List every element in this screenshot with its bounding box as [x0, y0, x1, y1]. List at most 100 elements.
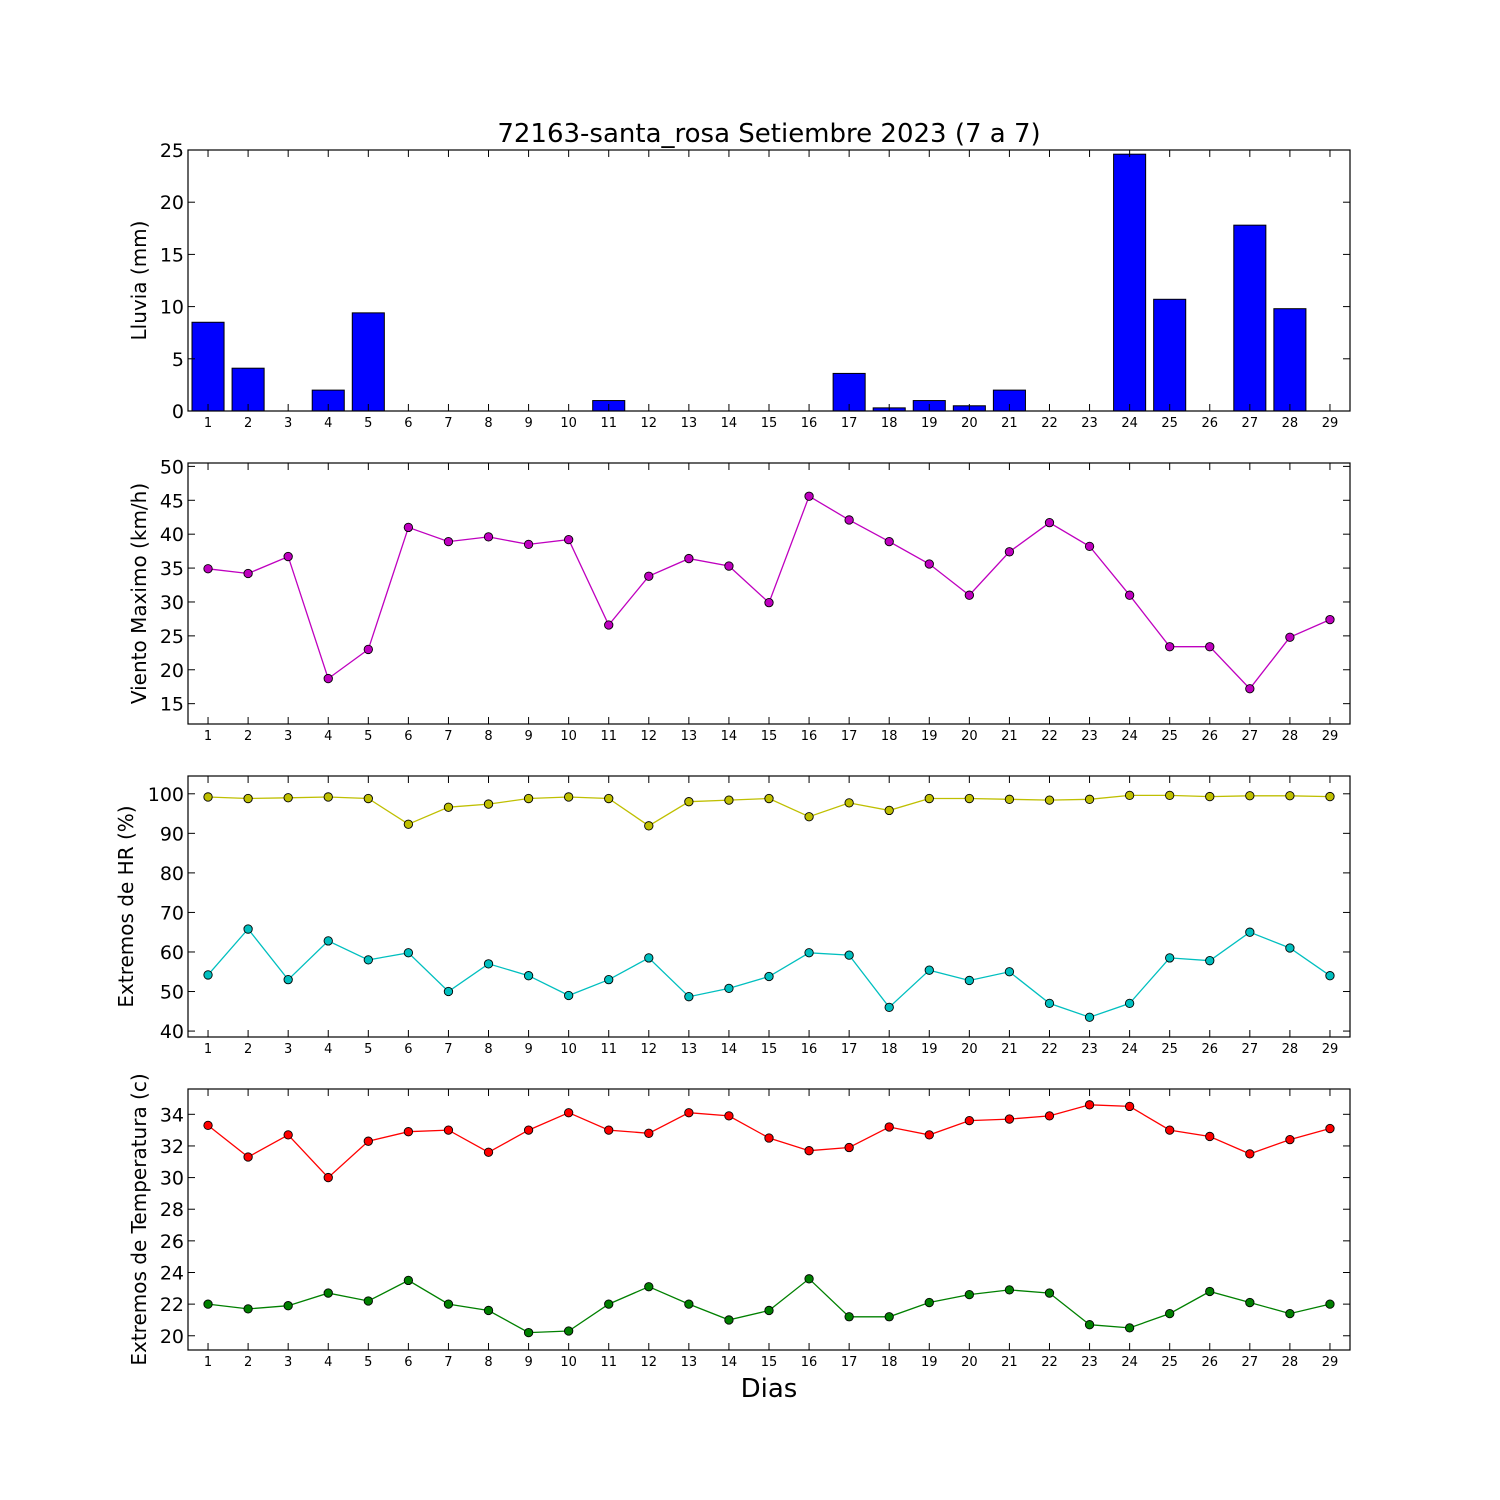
xtick-label-hr-5: 5: [364, 1042, 372, 1057]
xtick-label-rain-19: 19: [921, 416, 938, 431]
ytick-label-hr-50: 50: [160, 982, 184, 1004]
data-point-hr-0-day-17: [844, 798, 854, 808]
xtick-label-temp-24: 24: [1121, 1355, 1138, 1370]
bar-day-28: [1273, 308, 1307, 412]
data-point-wind-0-day-7: [443, 536, 454, 547]
xtick-label-temp-28: 28: [1282, 1355, 1299, 1370]
data-point-hr-0-day-5: [363, 793, 373, 804]
data-point-temp-1-day-4: [323, 1288, 333, 1298]
y-axis-label-temp: Extremos de Temperatura (c): [127, 1073, 151, 1365]
data-point-hr-1-day-20: [964, 975, 974, 986]
xtick-label-wind-26: 26: [1201, 729, 1218, 744]
xtick-label-rain-9: 9: [524, 416, 532, 431]
data-point-wind-0-day-13: [684, 553, 694, 564]
xtick-label-wind-27: 27: [1242, 729, 1259, 744]
ytick-label-temp-26: 26: [160, 1231, 184, 1253]
data-point-temp-1-day-15: [764, 1305, 774, 1316]
data-point-hr-0-day-9: [523, 793, 534, 804]
xtick-label-temp-26: 26: [1201, 1355, 1218, 1370]
data-point-hr-0-day-27: [1245, 791, 1255, 801]
data-point-hr-0-day-10: [564, 792, 574, 802]
xtick-label-hr-25: 25: [1161, 1042, 1178, 1057]
ytick-label-hr-80: 80: [160, 863, 184, 885]
xtick-label-hr-18: 18: [881, 1042, 898, 1057]
ytick-label-hr-60: 60: [160, 942, 184, 964]
data-point-temp-0-day-21: [1004, 1114, 1015, 1124]
bar-day-2: [231, 367, 265, 412]
data-point-temp-1-day-3: [283, 1301, 293, 1311]
data-point-hr-0-day-11: [604, 793, 614, 804]
data-point-hr-1-day-24: [1124, 998, 1135, 1009]
ytick-label-wind-20: 20: [160, 660, 184, 682]
data-point-hr-1-day-3: [283, 975, 293, 985]
data-point-hr-0-day-29: [1325, 791, 1335, 802]
xtick-label-rain-18: 18: [881, 416, 898, 431]
xtick-label-temp-22: 22: [1041, 1355, 1058, 1370]
data-point-hr-1-day-5: [363, 955, 373, 965]
data-point-wind-0-day-16: [804, 491, 814, 501]
xtick-label-temp-20: 20: [961, 1355, 978, 1370]
data-point-wind-0-day-29: [1325, 614, 1335, 625]
xtick-label-temp-13: 13: [681, 1355, 698, 1370]
xtick-label-temp-5: 5: [364, 1355, 372, 1370]
data-point-temp-1-day-23: [1084, 1320, 1095, 1330]
data-point-hr-1-day-7: [443, 986, 454, 997]
xtick-label-wind-6: 6: [404, 729, 412, 744]
ytick-label-wind-35: 35: [160, 558, 184, 580]
data-point-hr-0-day-3: [283, 793, 293, 803]
data-point-temp-1-day-25: [1165, 1308, 1175, 1319]
data-point-temp-1-day-20: [964, 1289, 974, 1300]
ytick-label-rain-20: 20: [160, 192, 184, 214]
data-point-temp-1-day-6: [403, 1275, 414, 1286]
xtick-label-wind-1: 1: [204, 729, 212, 744]
data-point-hr-1-day-14: [724, 983, 734, 994]
xtick-label-rain-26: 26: [1201, 416, 1218, 431]
data-point-temp-0-day-12: [644, 1128, 654, 1138]
data-point-temp-0-day-17: [844, 1142, 854, 1153]
xtick-label-temp-10: 10: [560, 1355, 577, 1370]
bar-day-1: [191, 321, 225, 412]
xtick-label-hr-20: 20: [961, 1042, 978, 1057]
x-axis-label: Dias: [741, 1374, 798, 1404]
xtick-label-wind-5: 5: [364, 729, 372, 744]
xtick-label-wind-28: 28: [1282, 729, 1299, 744]
xtick-label-rain-6: 6: [404, 416, 412, 431]
data-point-temp-0-day-27: [1245, 1149, 1255, 1159]
data-point-temp-0-day-29: [1325, 1123, 1335, 1134]
xtick-label-rain-17: 17: [841, 416, 858, 431]
xtick-label-rain-5: 5: [364, 416, 372, 431]
xtick-label-rain-1: 1: [204, 416, 212, 431]
xtick-label-wind-23: 23: [1081, 729, 1098, 744]
data-point-temp-1-day-17: [844, 1312, 854, 1322]
data-point-hr-1-day-25: [1165, 953, 1175, 963]
data-point-temp-0-day-20: [964, 1115, 974, 1126]
xtick-label-hr-29: 29: [1322, 1042, 1339, 1057]
y-axis-label-hr: Extremos de HR (%): [114, 805, 138, 1007]
data-point-temp-0-day-26: [1205, 1131, 1215, 1142]
data-point-temp-0-day-18: [884, 1122, 894, 1132]
axes-frame-temp: [187, 1088, 1351, 1351]
data-point-wind-0-day-27: [1245, 684, 1255, 694]
data-point-wind-0-day-14: [724, 561, 734, 571]
data-point-temp-0-day-24: [1124, 1101, 1135, 1112]
xtick-label-wind-12: 12: [641, 729, 658, 744]
data-point-hr-1-day-26: [1205, 956, 1215, 966]
xtick-label-wind-17: 17: [841, 729, 858, 744]
data-point-temp-0-day-10: [564, 1108, 574, 1118]
ytick-label-rain-5: 5: [172, 349, 184, 371]
data-point-hr-0-day-14: [724, 795, 734, 805]
data-point-hr-1-day-2: [243, 924, 253, 934]
xtick-label-temp-11: 11: [600, 1355, 617, 1370]
bar-day-5: [351, 312, 385, 412]
xtick-label-hr-27: 27: [1242, 1042, 1259, 1057]
xtick-label-hr-13: 13: [681, 1042, 698, 1057]
xtick-label-temp-18: 18: [881, 1355, 898, 1370]
y-axis-label-wind: Viento Maximo (km/h): [127, 483, 151, 704]
ytick-label-wind-45: 45: [160, 490, 184, 512]
ytick-label-hr-100: 100: [148, 784, 184, 806]
data-point-hr-0-day-16: [804, 812, 814, 822]
